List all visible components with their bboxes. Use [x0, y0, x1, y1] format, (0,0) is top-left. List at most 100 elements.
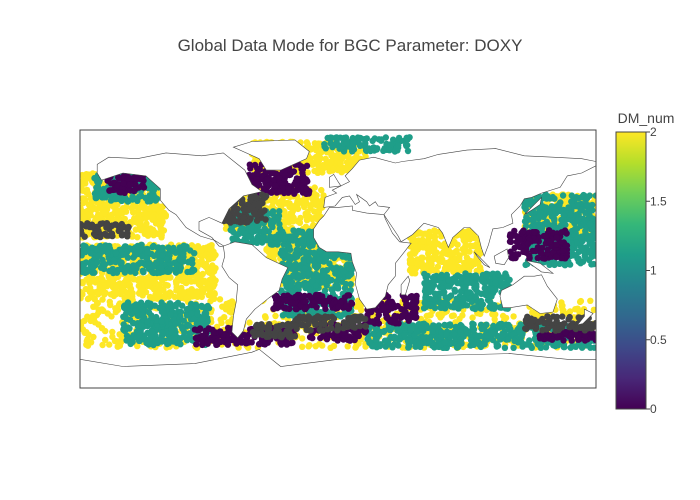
profile-point — [321, 270, 328, 277]
profile-point — [246, 319, 253, 326]
profile-point — [149, 214, 156, 221]
profile-point — [132, 226, 139, 233]
profile-point — [345, 273, 352, 280]
profile-point — [138, 322, 145, 329]
profile-point — [431, 266, 438, 274]
profile-point — [152, 280, 160, 287]
profile-point — [572, 252, 580, 259]
profile-point — [592, 231, 596, 238]
profile-point — [143, 278, 150, 285]
profile-point — [113, 284, 120, 291]
profile-point — [472, 304, 480, 311]
profile-point — [187, 310, 195, 317]
profile-point — [334, 152, 342, 160]
profile-point — [438, 312, 445, 319]
profile-point — [134, 234, 141, 241]
profile-point — [582, 227, 589, 235]
profile-point — [439, 242, 446, 250]
profile-point — [150, 232, 157, 239]
profile-point — [109, 328, 116, 336]
profile-point — [282, 213, 290, 220]
profile-point — [147, 198, 154, 205]
profile-point — [578, 206, 585, 213]
profile-point — [437, 254, 444, 262]
profile-point — [297, 214, 304, 222]
profile-point — [462, 270, 470, 278]
profile-point — [106, 341, 113, 348]
profile-point — [506, 276, 513, 283]
profile-point — [316, 256, 323, 263]
profile-point — [197, 258, 204, 265]
profile-point — [155, 290, 163, 297]
profile-point — [448, 312, 456, 320]
profile-point — [123, 337, 130, 344]
profile-point — [469, 314, 476, 321]
profile-point — [428, 261, 435, 269]
profile-point — [347, 281, 354, 288]
profile-point — [179, 325, 186, 333]
profile-point — [164, 282, 171, 289]
profile-point — [216, 296, 224, 303]
profile-point — [551, 261, 558, 269]
profile-point — [137, 287, 144, 294]
profile-point — [474, 251, 481, 258]
profile-point — [272, 312, 279, 320]
profile-point — [98, 306, 106, 313]
profile-point — [449, 250, 456, 257]
profile-point — [297, 265, 304, 272]
profile-point — [155, 336, 162, 344]
profile-point — [285, 226, 292, 233]
profile-point — [300, 258, 307, 265]
profile-point — [218, 319, 225, 327]
profile-point — [540, 221, 548, 228]
profile-point — [168, 325, 175, 333]
profile-point — [112, 305, 119, 312]
profile-point — [461, 249, 468, 256]
profile-point — [99, 341, 106, 349]
profile-point — [309, 216, 316, 223]
map[interactable] — [77, 129, 599, 389]
profile-point — [84, 189, 92, 197]
profile-point — [449, 264, 457, 271]
profile-point — [128, 310, 135, 318]
profile-point — [113, 290, 121, 297]
profile-point — [560, 211, 567, 218]
profile-point — [172, 301, 179, 309]
profile-point — [461, 295, 468, 303]
profile-point — [112, 195, 119, 203]
profile-point — [463, 302, 471, 309]
profile-point — [149, 314, 156, 321]
profile-point — [307, 229, 314, 236]
profile-point — [123, 315, 130, 322]
profile-point — [529, 309, 536, 316]
profile-point — [496, 304, 503, 311]
profile-point — [84, 336, 91, 343]
profile-point — [337, 160, 344, 167]
profile-point — [572, 225, 579, 232]
profile-point — [592, 192, 596, 199]
profile-point — [108, 313, 115, 320]
profile-point — [468, 232, 476, 239]
profile-point — [344, 343, 351, 350]
profile-point — [85, 275, 92, 282]
profile-point — [420, 265, 427, 273]
profile-point — [193, 288, 201, 295]
profile-point — [437, 274, 444, 281]
profile-point — [574, 234, 582, 241]
profile-point — [124, 304, 131, 311]
profile-point — [150, 187, 157, 194]
profile-point — [149, 226, 157, 233]
profile-point — [138, 202, 145, 210]
profile-point — [204, 304, 212, 311]
profile-point — [120, 281, 127, 288]
profile-point — [422, 281, 430, 288]
profile-point — [194, 310, 201, 318]
profile-point — [99, 296, 106, 303]
profile-point — [422, 230, 429, 237]
profile-point — [558, 216, 565, 224]
profile-point — [406, 251, 414, 258]
profile-point — [158, 318, 165, 325]
profile-point — [301, 203, 308, 211]
profile-point — [302, 248, 309, 256]
profile-point — [465, 257, 472, 264]
